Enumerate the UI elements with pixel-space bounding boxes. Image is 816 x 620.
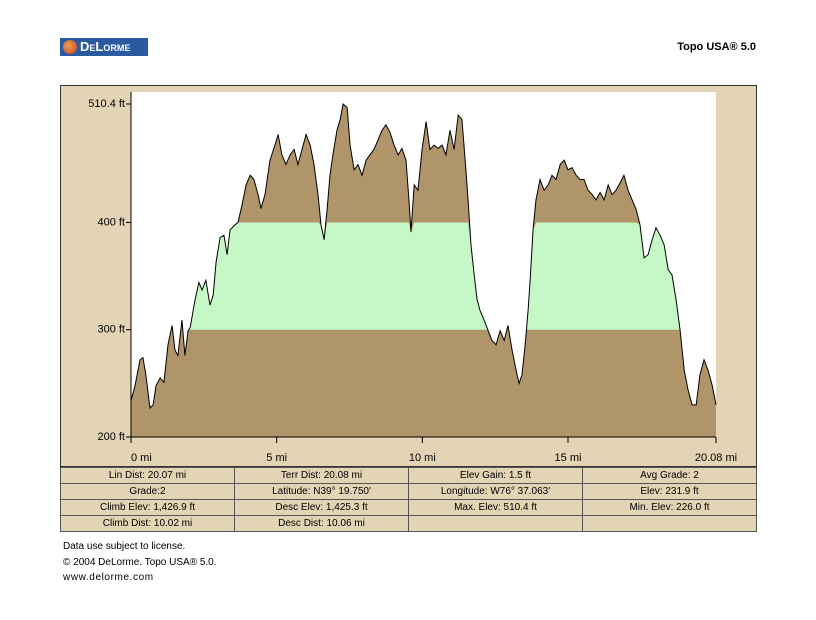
elevation-band xyxy=(188,222,488,330)
elevation-band xyxy=(526,222,681,330)
stats-cell: Latitude: N39° 19.750' xyxy=(234,483,409,500)
x-tick-label: 0 mi xyxy=(131,452,152,464)
stats-cell: Climb Elev: 1,426.9 ft xyxy=(60,499,235,516)
elevation-line xyxy=(130,103,717,410)
product-title: Topo USA® 5.0 xyxy=(677,41,756,53)
x-tick-label: 10 mi xyxy=(409,452,436,464)
stats-cell: Grade:2 xyxy=(60,483,235,500)
footer-line: www.delorme.com xyxy=(63,572,154,583)
footer: Data use subject to license. © 2004 DeLor… xyxy=(63,539,217,586)
stats-cell: Lin Dist: 20.07 mi xyxy=(60,467,235,484)
stats-cell: Elev Gain: 1.5 ft xyxy=(408,467,583,484)
stats-cell: Elev: 231.9 ft xyxy=(582,483,757,500)
y-tick-label: 510.4 ft xyxy=(88,98,125,110)
logo-globe xyxy=(63,40,77,54)
y-tick-label: 300 ft xyxy=(97,324,125,336)
chart: 200 ft 300 ft 400 ft 510.4 ft 0 mi 5 mi 10 mi 1… xyxy=(60,85,757,467)
stats-cell: Desc Elev: 1,425.3 ft xyxy=(234,499,409,516)
x-tick-label: 15 mi xyxy=(555,452,582,464)
stats-row: Grade:2 Latitude: N39° 19.750' Longitude: … xyxy=(60,483,757,500)
x-tick-label: 5 mi xyxy=(266,452,287,464)
stats-row: Climb Elev: 1,426.9 ft Desc Elev: 1,425.3… xyxy=(60,499,757,516)
stats-cell: Desc Dist: 10.06 mi xyxy=(234,515,409,532)
footer-line: Data use subject to license. xyxy=(63,541,186,552)
footer-line: © 2004 DeLorme. Topo USA® 5.0. xyxy=(63,556,217,568)
stats-cell: Climb Dist: 10.02 mi xyxy=(60,515,235,532)
stats-cell: Longitude: W76° 37.063' xyxy=(408,483,583,500)
stats-table: Lin Dist: 20.07 mi Terr Dist: 20.08 mi Ele… xyxy=(60,467,757,532)
y-tick-label: 400 ft xyxy=(97,216,125,228)
stats-row: Climb Dist: 10.02 mi Desc Dist: 10.06 mi xyxy=(60,515,757,532)
stats-cell: Max. Elev: 510.4 ft xyxy=(408,499,583,516)
logo: DeLorme xyxy=(60,38,148,56)
x-tick-label: 20.08 mi xyxy=(695,452,737,464)
logo-text: DeLorme xyxy=(80,39,131,54)
stats-empty-cell xyxy=(582,515,757,532)
stats-cell: Terr Dist: 20.08 mi xyxy=(234,467,409,484)
stats-cell: Min. Elev: 226.0 ft xyxy=(582,499,757,516)
stats-empty-cell xyxy=(408,515,583,532)
y-tick-label: 200 ft xyxy=(97,431,125,443)
stats-row: Lin Dist: 20.07 mi Terr Dist: 20.08 mi Ele… xyxy=(60,467,757,484)
stats-cell: Avg Grade: 2 xyxy=(582,467,757,484)
